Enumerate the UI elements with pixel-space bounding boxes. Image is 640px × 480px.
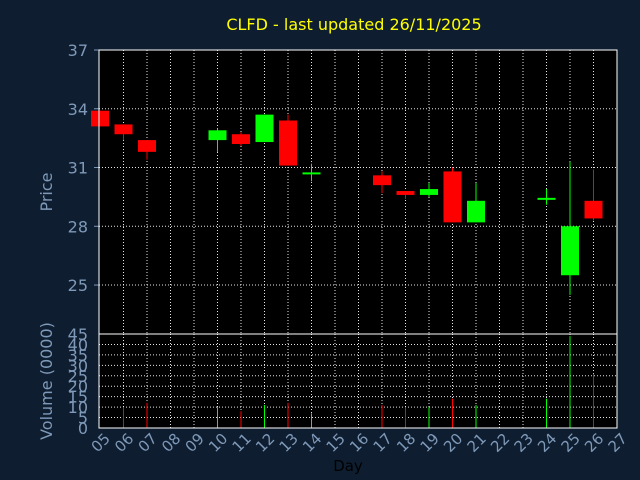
candle-body	[91, 110, 109, 127]
volume-tick-label: 40	[68, 335, 88, 354]
volume-axis-label: Volume (0000)	[37, 322, 56, 440]
price-tick-label: 37	[68, 41, 88, 60]
candle-body	[443, 171, 462, 223]
chart-title: CLFD - last updated 26/11/2025	[226, 15, 481, 34]
price-axis-label: Price	[37, 172, 56, 211]
candle-body	[138, 140, 156, 152]
volume-tick-label: 30	[68, 356, 88, 375]
price-y-ticks: 25 28 31 34 37	[68, 41, 99, 295]
candle-body	[537, 197, 556, 200]
x-tick-labels: 0506070809101112131415161718192021222324…	[88, 430, 631, 456]
candle-body	[584, 200, 603, 219]
volume-tick-label: 45	[68, 325, 88, 344]
volume-tick-label: 10	[68, 398, 88, 417]
volume-tick-label: 25	[68, 367, 88, 386]
volume-tick-label: 15	[68, 388, 88, 407]
candle-body	[467, 200, 485, 223]
candle-body	[208, 130, 227, 141]
candle-body	[373, 175, 391, 186]
volume-tick-label: 35	[68, 346, 88, 365]
volume-plot-area	[99, 334, 617, 428]
price-tick-label: 28	[68, 217, 88, 236]
candle-body	[420, 189, 438, 195]
candle-body	[561, 226, 579, 276]
candlestick-series	[91, 110, 603, 295]
volume-tick-label: 0	[78, 419, 88, 438]
volume-bar-series	[123, 336, 594, 428]
candle-body	[255, 114, 274, 143]
volume-tick-label: 5	[78, 409, 88, 428]
price-tick-label: 25	[68, 276, 88, 295]
candle-body	[302, 172, 321, 175]
volume-tick-label: 20	[68, 377, 88, 396]
price-tick-label: 34	[68, 100, 88, 119]
candle-body	[232, 134, 250, 145]
price-tick-label: 31	[68, 159, 88, 178]
volume-plot-border	[98, 333, 618, 429]
x-axis-label: Day	[333, 457, 363, 475]
candle-body	[114, 124, 133, 135]
candle-body	[279, 120, 297, 166]
candle-body	[396, 191, 415, 195]
